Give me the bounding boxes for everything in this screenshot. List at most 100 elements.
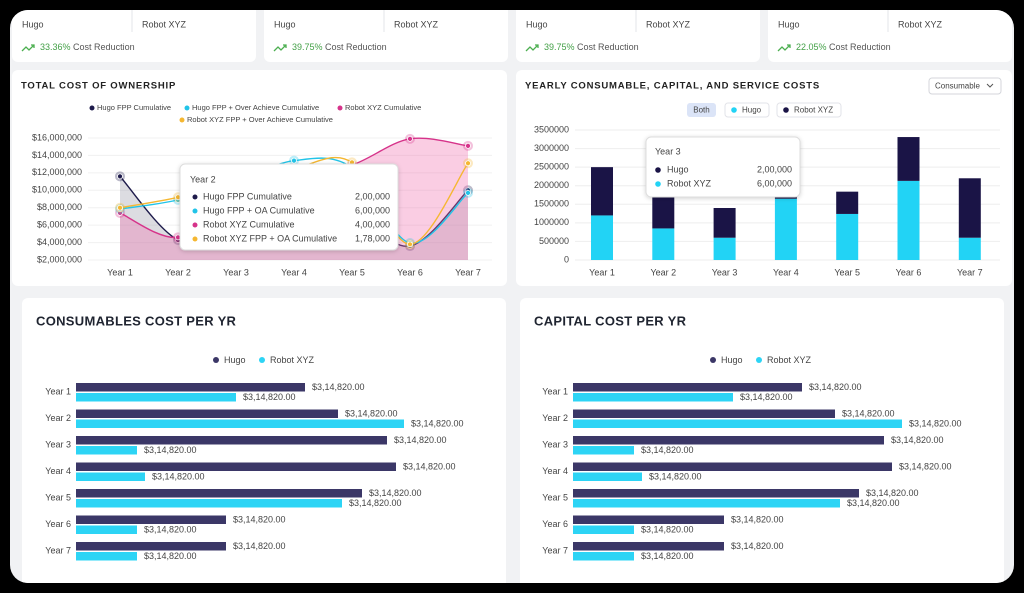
bar-segment (958, 178, 981, 238)
tooltip-title: Year 2 (190, 174, 216, 184)
bar (76, 525, 137, 534)
bar-segment (713, 237, 736, 260)
value-label: $3,14,820.00 (345, 408, 398, 418)
y-tick-label: Year 1 (542, 386, 568, 396)
y-tick-label: $14,000,000 (32, 150, 82, 160)
legend-dot (731, 107, 737, 113)
legend-dot (259, 357, 265, 363)
legend-label: Robot XYZ (794, 106, 833, 115)
y-tick-label: 2500000 (534, 162, 569, 172)
y-tick-label: Year 7 (542, 545, 568, 555)
x-tick-label: Year 1 (107, 267, 133, 277)
yearly-title: YEARLY CONSUMABLE, CAPITAL, AND SERVICE … (525, 81, 820, 92)
bar-segment (958, 237, 981, 260)
value-label: $3,14,820.00 (144, 445, 197, 455)
dropdown[interactable] (928, 77, 1002, 95)
y-tick-label: Year 3 (542, 439, 568, 449)
bar (573, 489, 859, 498)
value-label: $3,14,820.00 (144, 524, 197, 534)
value-label: $3,14,820.00 (847, 498, 900, 508)
legend-label: Hugo (742, 106, 762, 115)
tooltip-name: Robot XYZ (667, 178, 712, 188)
value-label: $3,14,820.00 (144, 551, 197, 561)
bar (76, 409, 338, 418)
x-tick-label: Year 7 (957, 267, 983, 277)
card-robot: Robot XYZ (646, 19, 691, 29)
bar-segment (836, 191, 859, 214)
point (291, 157, 297, 164)
bar-segment (774, 198, 797, 260)
card-hugo: Hugo (274, 19, 296, 29)
bar (573, 552, 634, 561)
tooltip-value: 1,78,000 (355, 233, 390, 243)
bar-segment (836, 213, 859, 260)
y-tick-label: $2,000,000 (37, 254, 82, 264)
bar (573, 462, 892, 471)
x-tick-label: Year 2 (165, 267, 191, 277)
value-label: $3,14,820.00 (809, 382, 862, 392)
tooltip-dot (192, 236, 198, 242)
value-label: $3,14,820.00 (866, 488, 919, 498)
y-tick-label: Year 5 (542, 492, 568, 502)
bar-segment (652, 228, 675, 260)
legend-dot (756, 357, 762, 363)
kpi-card (516, 10, 760, 62)
legend-label: Robot XYZ (767, 355, 812, 365)
tooltip-value: 6,00,000 (757, 178, 792, 188)
y-tick-label: 1000000 (534, 217, 569, 227)
bar (76, 462, 396, 471)
card-robot: Robot XYZ (142, 19, 187, 29)
reduction-label: Cost Reduction (325, 42, 387, 52)
legend-dot (213, 357, 219, 363)
card-hugo: Hugo (778, 19, 800, 29)
tooltip-name: Hugo FPP + OA Cumulative (203, 205, 315, 215)
tooltip-name: Hugo FPP Cumulative (203, 191, 292, 201)
kpi-card (12, 10, 256, 62)
point (465, 189, 471, 196)
x-tick-label: Year 4 (281, 267, 307, 277)
tooltip-value: 4,00,000 (355, 219, 390, 229)
value-label: $3,14,820.00 (891, 435, 944, 445)
toggle-both[interactable] (687, 103, 716, 117)
dropdown-label[interactable]: Consumable (935, 82, 980, 91)
y-tick-label: Year 7 (45, 545, 71, 555)
toggle-label[interactable]: Both (693, 106, 709, 115)
x-tick-label: Year 3 (712, 267, 738, 277)
y-tick-label: Year 4 (542, 466, 568, 476)
value-label: $3,14,820.00 (394, 435, 447, 445)
value-label: $3,14,820.00 (731, 514, 784, 524)
y-tick-label: 3000000 (534, 143, 569, 153)
bar (76, 489, 362, 498)
cost-reduction: 22.05% Cost Reduction (796, 42, 891, 52)
value-label: $3,14,820.00 (641, 524, 694, 534)
y-tick-label: $6,000,000 (37, 220, 82, 230)
legend-dot (710, 357, 716, 363)
kpi-card (768, 10, 1012, 62)
y-tick-label: Year 4 (45, 466, 71, 476)
reduction-value: 39.75% (544, 42, 575, 52)
trend-icon (21, 44, 35, 52)
point (117, 173, 123, 180)
value-label: $3,14,820.00 (842, 408, 895, 418)
legend-label: Robot XYZ FPP + Over Achieve Cumulative (187, 115, 333, 124)
bar (573, 525, 634, 534)
tooltip-box (645, 136, 801, 198)
tooltip-name: Robot XYZ FPP + OA Cumulative (203, 233, 337, 243)
legend-dot (179, 117, 185, 123)
value-label: $3,14,820.00 (731, 541, 784, 551)
value-label: $3,14,820.00 (740, 392, 793, 402)
x-tick-label: Year 2 (650, 267, 676, 277)
value-label: $3,14,820.00 (909, 418, 962, 428)
legend-dot (89, 105, 95, 111)
card-robot: Robot XYZ (394, 19, 439, 29)
trend-icon (777, 44, 791, 52)
bar (76, 515, 226, 524)
bar-segment (897, 137, 920, 181)
x-tick-label: Year 6 (397, 267, 423, 277)
y-tick-label: Year 6 (45, 519, 71, 529)
legend-chip (776, 102, 842, 118)
reduction-label: Cost Reduction (73, 42, 135, 52)
reduction-label: Cost Reduction (829, 42, 891, 52)
content: TOTAL COST OF OWNERSHIP YEARLY CONSUMABL… (12, 10, 1012, 583)
legend-label: Hugo FPP + Over Achieve Cumulative (192, 103, 319, 112)
